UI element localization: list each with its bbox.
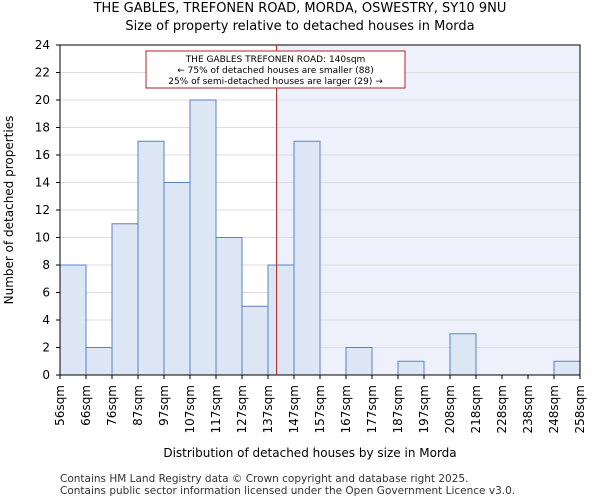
y-tick-label: 4 — [42, 313, 50, 327]
y-tick-label: 12 — [35, 203, 50, 217]
x-tick-label: 197sqm — [417, 385, 431, 433]
x-axis: 56sqm 66sqm 76sqm 87sqm 97sqm 107sqm 117sqm 127… — [53, 375, 587, 433]
y-tick-label: 22 — [35, 66, 50, 80]
y-tick-label: 2 — [42, 341, 50, 355]
x-tick-label: 218sqm — [469, 385, 483, 433]
bar-107sqm — [189, 99, 217, 376]
chart-title: THE GABLES, TREFONEN ROAD, MORDA, OSWEST… — [93, 1, 507, 16]
bar-208sqm — [449, 333, 477, 376]
bar-76sqm — [111, 223, 139, 376]
x-tick-label: 137sqm — [261, 385, 275, 433]
bar-117sqm — [215, 237, 243, 376]
y-tick-label: 16 — [35, 148, 50, 162]
y-tick-label: 8 — [42, 258, 50, 272]
x-tick-label: 258sqm — [573, 385, 587, 433]
x-tick-label: 157sqm — [313, 385, 327, 433]
bar-248sqm — [553, 360, 581, 376]
bars-group — [59, 99, 581, 376]
y-tick-label: 6 — [42, 286, 50, 300]
annotation-box: THE GABLES TREFONEN ROAD: 140sqm ← 75% o… — [145, 50, 406, 89]
y-tick-label: 20 — [35, 93, 50, 107]
bar-97sqm — [163, 182, 191, 376]
chart-subtitle: Size of property relative to detached ho… — [125, 19, 475, 34]
bar-66sqm — [85, 347, 113, 376]
y-tick-label: 24 — [35, 38, 50, 52]
bar-87sqm — [137, 140, 165, 376]
x-tick-label: 66sqm — [79, 385, 93, 426]
annotation-line1: THE GABLES TREFONEN ROAD: 140sqm — [185, 55, 366, 65]
x-tick-label: 167sqm — [339, 385, 353, 433]
y-tick-label: 0 — [42, 368, 50, 382]
bar-147sqm — [293, 140, 321, 376]
x-tick-label: 117sqm — [209, 385, 223, 433]
x-tick-label: 177sqm — [365, 385, 379, 433]
y-tick-label: 18 — [35, 121, 50, 135]
x-tick-label: 127sqm — [235, 385, 249, 433]
x-tick-label: 97sqm — [157, 385, 171, 426]
x-tick-label: 147sqm — [287, 385, 301, 433]
footer-line1: Contains HM Land Registry data © Crown c… — [60, 473, 469, 485]
annotation-line3: 25% of semi-detached houses are larger (… — [168, 77, 383, 87]
x-tick-label: 187sqm — [391, 385, 405, 433]
bar-127sqm — [241, 305, 269, 376]
annotation-line2: ← 75% of detached houses are smaller (88… — [177, 66, 374, 76]
x-tick-label: 228sqm — [495, 385, 509, 433]
y-axis-label: Number of detached properties — [2, 116, 16, 305]
bar-137sqm — [267, 264, 295, 376]
bar-167sqm — [345, 347, 373, 376]
y-tick-label: 10 — [35, 231, 50, 245]
annotation-rect — [145, 50, 406, 89]
x-tick-label: 87sqm — [131, 385, 145, 426]
x-axis-label: Distribution of detached houses by size … — [163, 446, 456, 460]
x-tick-label: 208sqm — [443, 385, 457, 433]
x-tick-label: 238sqm — [521, 385, 535, 433]
x-tick-label: 107sqm — [183, 385, 197, 433]
y-tick-label: 14 — [35, 176, 50, 190]
bar-56sqm — [59, 264, 87, 376]
footer-line2: Contains public sector information licen… — [60, 485, 516, 497]
bar-187sqm — [397, 360, 425, 376]
x-tick-label: 56sqm — [53, 385, 67, 426]
x-tick-label: 76sqm — [105, 385, 119, 426]
x-tick-label: 248sqm — [547, 385, 561, 433]
